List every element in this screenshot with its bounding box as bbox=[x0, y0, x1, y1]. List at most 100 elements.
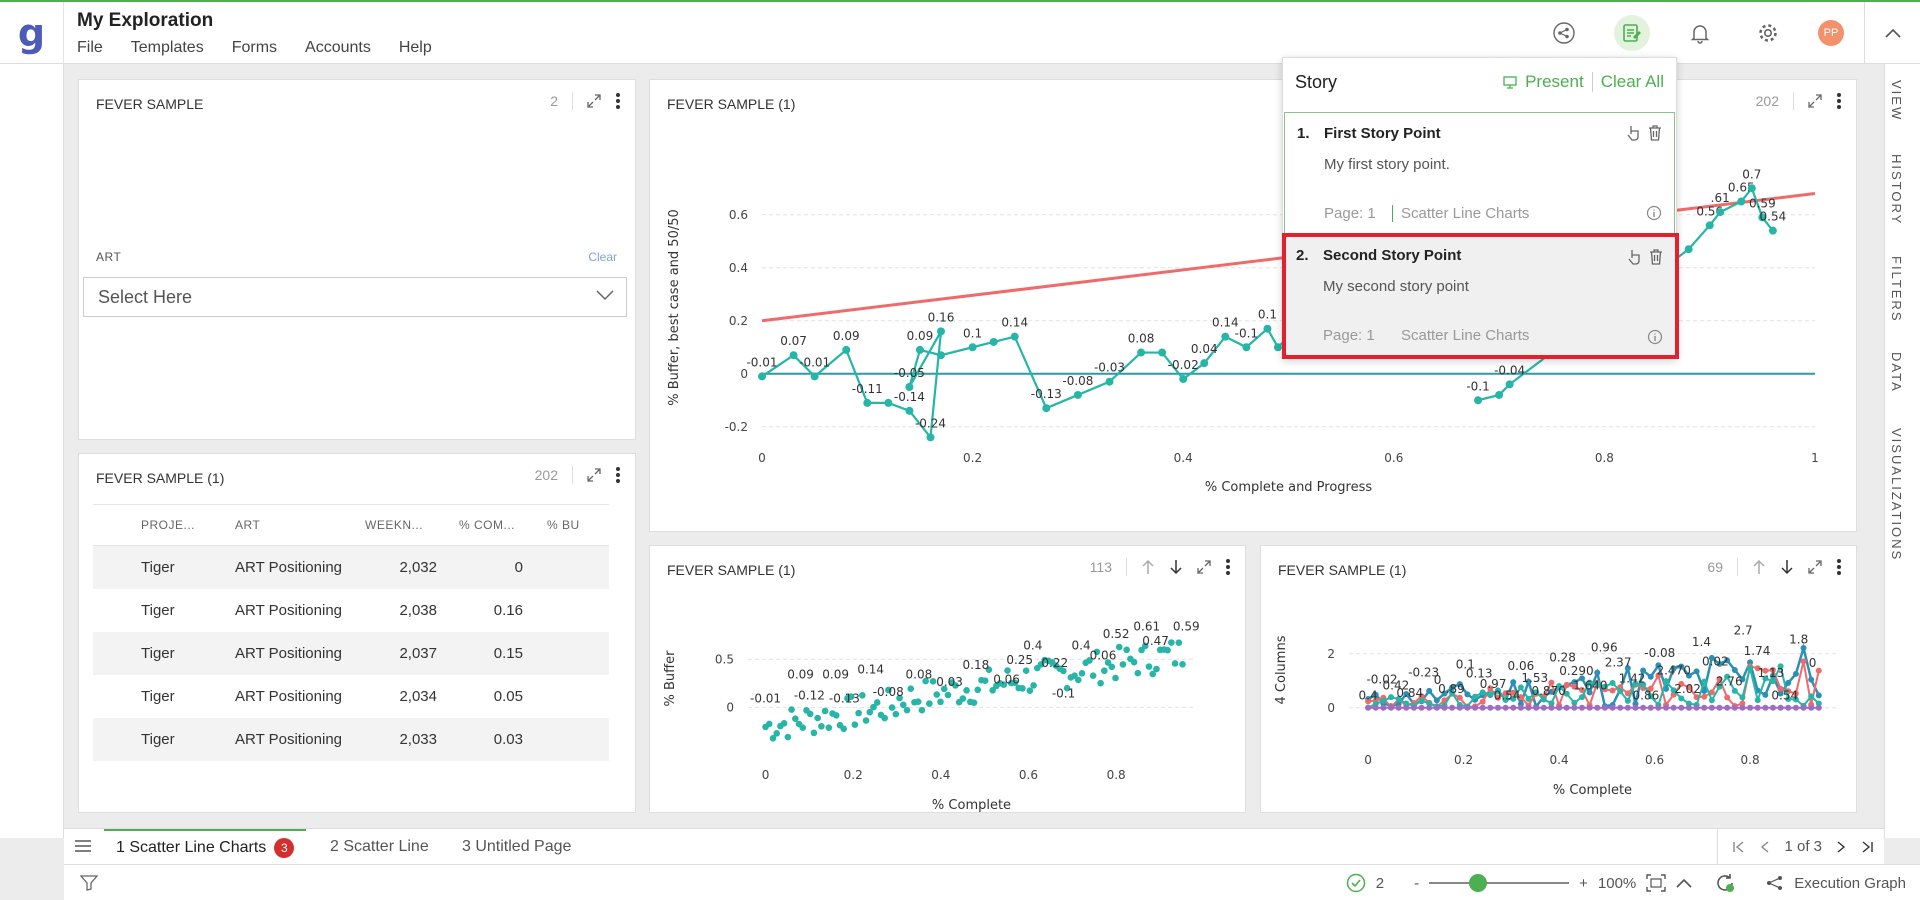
data-point bbox=[1808, 693, 1815, 700]
expand-icon[interactable] bbox=[587, 94, 601, 108]
data-point bbox=[1517, 704, 1524, 711]
table-row[interactable]: Tiger ART Positioning 2,037 0.15 bbox=[93, 632, 609, 675]
clear-all-button[interactable]: Clear All bbox=[1600, 72, 1664, 91]
data-point bbox=[989, 686, 996, 694]
menu-forms[interactable]: Forms bbox=[231, 39, 278, 56]
refresh-icon[interactable] bbox=[1714, 872, 1736, 894]
rail-data[interactable]: DATA bbox=[1889, 352, 1904, 393]
data-point bbox=[1724, 673, 1731, 680]
data-point bbox=[851, 721, 859, 728]
table-row[interactable]: Tiger ART Positioning 2,033 0.03 bbox=[93, 718, 609, 761]
arrow-down-icon[interactable] bbox=[1169, 559, 1183, 575]
expand-icon[interactable] bbox=[587, 468, 601, 482]
story-button[interactable] bbox=[1614, 15, 1650, 51]
menu-accounts[interactable]: Accounts bbox=[305, 39, 371, 56]
first-page-icon[interactable] bbox=[1732, 840, 1746, 854]
zoom-slider-knob[interactable] bbox=[1469, 874, 1488, 892]
more-vertical-icon[interactable] bbox=[615, 466, 621, 484]
tab-untitled-page[interactable]: 3 Untitled Page bbox=[450, 829, 583, 864]
menu-help[interactable]: Help bbox=[398, 39, 432, 56]
x-tick-label: 0 bbox=[758, 451, 766, 465]
y-tick-label: 0 bbox=[726, 700, 734, 714]
story-point-item[interactable]: 1. First Story Point My first story poin… bbox=[1284, 112, 1675, 234]
more-vertical-icon[interactable] bbox=[1225, 558, 1231, 576]
bell-icon bbox=[1690, 25, 1710, 44]
data-point bbox=[842, 345, 851, 354]
table-row[interactable]: Tiger ART Positioning 2,038 0.16 bbox=[93, 589, 609, 632]
data-label: -0.13 bbox=[829, 692, 860, 706]
rail-view[interactable]: VIEW bbox=[1889, 80, 1904, 122]
column-header-project[interactable]: PROJE... bbox=[141, 518, 196, 532]
more-vertical-icon[interactable] bbox=[1836, 92, 1842, 110]
story-actions: Present Clear All bbox=[1503, 72, 1664, 92]
menu-templates[interactable]: Templates bbox=[130, 39, 204, 56]
arrow-up-icon[interactable] bbox=[1752, 559, 1766, 575]
trash-icon[interactable] bbox=[1649, 249, 1663, 265]
zoom-out-button[interactable]: - bbox=[1414, 874, 1420, 892]
zoom-in-button[interactable]: + bbox=[1579, 874, 1588, 892]
rail-history[interactable]: HISTORY bbox=[1889, 154, 1904, 226]
art-select[interactable]: Select Here bbox=[83, 277, 627, 317]
pointer-icon[interactable] bbox=[1627, 249, 1641, 265]
menu-file[interactable]: File bbox=[77, 39, 103, 56]
rail-visualizations[interactable]: VISUALIZATIONS bbox=[1889, 428, 1904, 562]
panel-tools: 69 bbox=[1707, 558, 1842, 576]
rail-filters[interactable]: FILTERS bbox=[1889, 256, 1904, 323]
next-page-icon[interactable] bbox=[1836, 840, 1846, 854]
last-page-icon[interactable] bbox=[1860, 840, 1874, 854]
expand-icon[interactable] bbox=[1808, 94, 1822, 108]
clear-filter-link[interactable]: Clear bbox=[588, 250, 617, 264]
info-icon[interactable] bbox=[1647, 329, 1663, 345]
more-vertical-icon[interactable] bbox=[615, 92, 621, 110]
zoom-slider[interactable] bbox=[1429, 874, 1570, 892]
hamburger-icon[interactable] bbox=[74, 838, 92, 854]
execution-graph-button[interactable]: Execution Graph bbox=[1794, 874, 1906, 892]
bottom-right-line-chart[interactable]: 2 0 0 0.2 0.4 0.6 0.8 % Complete 4 Columns 0.4 -0.… bbox=[1261, 546, 1858, 814]
x-axis-label: % Complete and Progress bbox=[1205, 480, 1373, 495]
column-header-art[interactable]: ART bbox=[235, 518, 261, 532]
arrow-down-icon[interactable] bbox=[1780, 559, 1794, 575]
settings-button[interactable] bbox=[1750, 15, 1786, 51]
info-icon[interactable] bbox=[1646, 205, 1662, 221]
bottom-left-scatter-chart[interactable]: 0.5 0 0 0.2 0.4 0.6 0.8 % Complete % Buffer -0.01… bbox=[650, 546, 1247, 814]
data-point bbox=[1647, 673, 1654, 680]
expand-icon[interactable] bbox=[1197, 560, 1211, 574]
prev-page-icon[interactable] bbox=[1760, 840, 1770, 854]
fit-screen-icon[interactable] bbox=[1646, 874, 1666, 892]
table-row[interactable]: Tiger ART Positioning 2,034 0.05 bbox=[93, 675, 609, 718]
data-point bbox=[1768, 226, 1777, 235]
filter-icon[interactable] bbox=[80, 875, 98, 891]
chevron-up-icon[interactable] bbox=[1676, 878, 1692, 888]
tab-scatter-line[interactable]: 2 Scatter Line bbox=[318, 829, 441, 864]
data-point bbox=[1762, 675, 1769, 682]
column-header-buffer[interactable]: % BU bbox=[547, 518, 580, 532]
data-point bbox=[1026, 687, 1034, 694]
data-point bbox=[1441, 690, 1448, 697]
arrow-up-icon[interactable] bbox=[1141, 559, 1155, 575]
main-scatter-line-chart[interactable]: 0.6 0.4 0.2 0 -0.2 0 0.2 0.4 0.6 0.8 1 % Complete a… bbox=[650, 80, 1858, 533]
data-point bbox=[1494, 694, 1501, 701]
present-button[interactable]: Present bbox=[1525, 72, 1584, 91]
data-point bbox=[1533, 689, 1540, 696]
data-label: 0.09 bbox=[787, 668, 814, 682]
story-point-description: My first story point. bbox=[1324, 156, 1450, 173]
tab-scatter-line-charts[interactable]: 1 Scatter Line Charts 3 bbox=[104, 829, 307, 864]
app-logo[interactable]: g bbox=[0, 2, 64, 64]
trash-icon[interactable] bbox=[1648, 125, 1662, 141]
data-point bbox=[929, 677, 937, 685]
notifications-button[interactable] bbox=[1682, 15, 1718, 51]
data-point bbox=[1647, 704, 1654, 711]
column-header-complete[interactable]: % COM... bbox=[459, 518, 516, 532]
collapse-header-button[interactable] bbox=[1864, 2, 1920, 64]
user-avatar[interactable]: PP bbox=[1818, 20, 1844, 46]
data-point bbox=[1141, 642, 1149, 650]
data-label: -0.23 bbox=[1408, 665, 1439, 679]
pointer-icon[interactable] bbox=[1626, 125, 1640, 141]
table-row[interactable]: Tiger ART Positioning 2,032 0 bbox=[93, 546, 609, 589]
share-button[interactable] bbox=[1546, 15, 1582, 51]
more-vertical-icon[interactable] bbox=[1836, 558, 1842, 576]
story-point-item-selected[interactable]: 2. Second Story Point My second story po… bbox=[1282, 233, 1679, 359]
data-label: 0.06 bbox=[1508, 659, 1535, 673]
expand-icon[interactable] bbox=[1808, 560, 1822, 574]
column-header-weeknum[interactable]: WEEKN... bbox=[365, 518, 424, 532]
